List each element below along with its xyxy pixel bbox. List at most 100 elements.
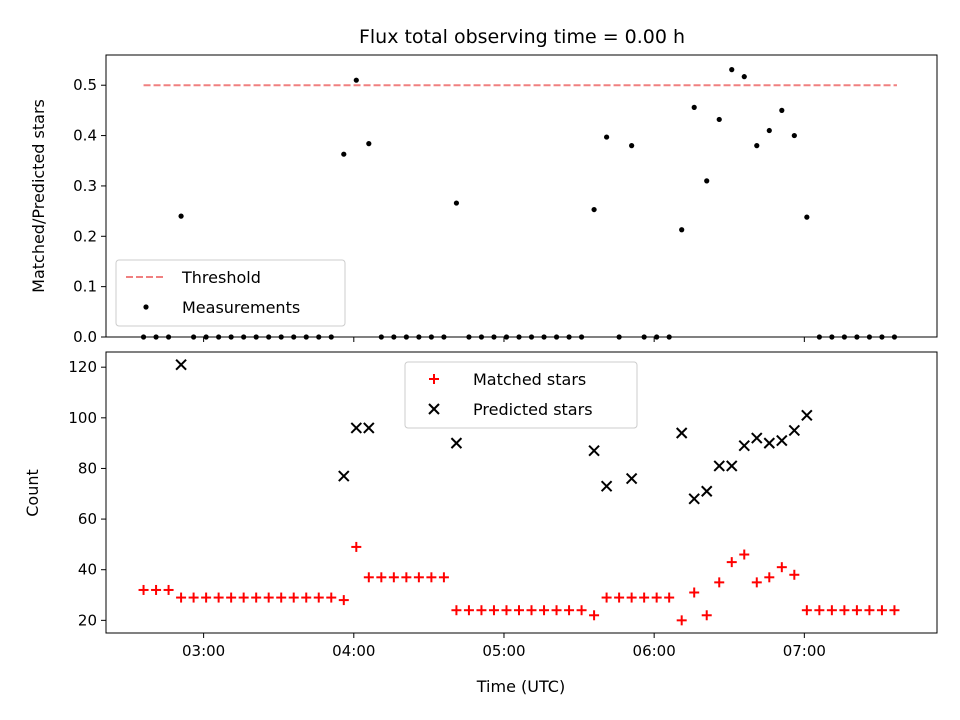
matched-star-marker [513, 605, 524, 616]
bottom-xtick-label: 06:00 [633, 642, 676, 660]
matched-star-marker [326, 592, 337, 603]
measurement-point [791, 132, 797, 139]
measurement-point [691, 104, 697, 110]
matched-star-marker [639, 592, 650, 603]
predicted-star-marker [338, 470, 350, 482]
predicted-star-marker [363, 422, 375, 434]
predicted-star-marker [625, 472, 638, 485]
matched-star-marker [651, 592, 662, 603]
matched-star-marker [338, 595, 349, 606]
predicted-star-marker [763, 437, 776, 449]
matched-star-marker [789, 569, 800, 580]
predicted-star-marker [675, 427, 688, 439]
measurement-point [353, 77, 359, 83]
matched-star-marker [463, 605, 474, 616]
matched-star-marker [701, 610, 712, 621]
matched-star-marker [739, 549, 750, 560]
measurement-point [729, 67, 735, 73]
measurement-point [741, 74, 747, 80]
predicted-star-marker [450, 437, 463, 449]
bottom-panel-xlabel: Time (UTC) [476, 677, 565, 696]
bottom-ytick-label: 100 [68, 409, 97, 427]
matched-legend-label: Matched stars [473, 370, 586, 389]
matched-star-marker [238, 592, 249, 603]
matched-star-marker [188, 592, 199, 603]
measurement-point [679, 227, 685, 233]
matched-star-marker [388, 572, 399, 583]
measurements-legend-label: Measurements [182, 298, 300, 317]
bottom-ytick-label: 20 [78, 611, 97, 629]
matched-star-marker [864, 605, 875, 616]
matched-star-marker [751, 577, 762, 588]
matched-star-marker [451, 605, 462, 616]
matched-star-marker [539, 605, 550, 616]
matched-star-marker [351, 541, 362, 552]
top-panel-ylabel: Matched/Predicted stars [29, 99, 48, 293]
measurement-point [779, 107, 785, 113]
matched-star-marker [776, 562, 787, 573]
predicted-star-marker [788, 424, 801, 437]
top-panel: Flux total observing time = 0.00 h Match… [29, 26, 938, 346]
predicted-star-marker [588, 445, 600, 457]
top-panel-title: Flux total observing time = 0.00 h [359, 26, 685, 48]
matched-star-marker [138, 584, 149, 595]
matched-star-marker [876, 605, 887, 616]
measurement-point [766, 127, 772, 134]
matched-star-marker [689, 587, 700, 598]
matched-star-marker [501, 605, 512, 616]
matched-star-marker [726, 557, 737, 568]
predicted-star-marker [600, 480, 613, 492]
matched-star-marker [664, 592, 675, 603]
matched-star-marker [263, 592, 274, 603]
top-plot-frame [105, 54, 938, 338]
matched-star-marker [201, 592, 212, 603]
measurement-point [716, 116, 722, 123]
top-ytick-label: 0.3 [73, 177, 97, 195]
matched-star-marker [413, 572, 424, 583]
measurements-legend-swatch [143, 304, 149, 310]
matched-star-marker [589, 610, 600, 621]
predicted-star-marker [350, 422, 363, 434]
matched-star-marker [276, 592, 287, 603]
matched-star-marker [551, 605, 562, 616]
top-panel-axes: 0.0 0.1 0.2 0.3 0.4 0.5 [73, 76, 805, 346]
top-ytick-label: 0.5 [73, 76, 97, 94]
predicted-star-marker [175, 358, 187, 371]
matched-star-marker [401, 572, 412, 583]
matched-star-marker [526, 605, 537, 616]
matched-star-marker [764, 572, 775, 583]
predicted-legend-swatch [428, 403, 440, 415]
matched-star-marker [564, 605, 575, 616]
matched-star-marker [213, 592, 224, 603]
bottom-panel-axes: 20 40 60 80 100 120 03:00 04:00 05:00 06:00 07:00 [68, 358, 826, 660]
bottom-legend-box [404, 361, 638, 429]
measurement-point [366, 141, 372, 147]
matched-star-marker [163, 584, 174, 595]
matched-star-marker [301, 592, 312, 603]
top-legend-box [115, 259, 346, 327]
matched-star-marker [488, 605, 499, 616]
bottom-panel: Count Time (UTC) 20 40 60 80 100 120 03:00 04:0… [23, 351, 938, 696]
top-ytick-label: 0.0 [73, 328, 97, 346]
predicted-star-marker [726, 460, 738, 472]
bottom-legend: Matched stars Predicted stars [404, 361, 638, 429]
matched-star-marker [889, 605, 900, 616]
measurement-point [341, 151, 347, 157]
measurement-point [629, 143, 635, 149]
predicted-legend-label: Predicted stars [473, 400, 593, 419]
measurement-point [178, 213, 184, 219]
measurement-point [604, 134, 610, 140]
bottom-xtick-label: 07:00 [783, 642, 826, 660]
matched-star-marker [601, 592, 612, 603]
bottom-ytick-label: 120 [68, 358, 97, 376]
matched-legend-swatch [429, 374, 439, 384]
measurement-point [704, 178, 710, 184]
top-ytick-label: 0.1 [73, 278, 97, 296]
predicted-star-marker [776, 434, 788, 447]
matched-star-marker [714, 577, 725, 588]
matched-star-marker [426, 572, 437, 583]
matched-star-marker [614, 592, 625, 603]
matched-star-marker [226, 592, 237, 603]
bottom-ytick-label: 60 [78, 510, 97, 528]
